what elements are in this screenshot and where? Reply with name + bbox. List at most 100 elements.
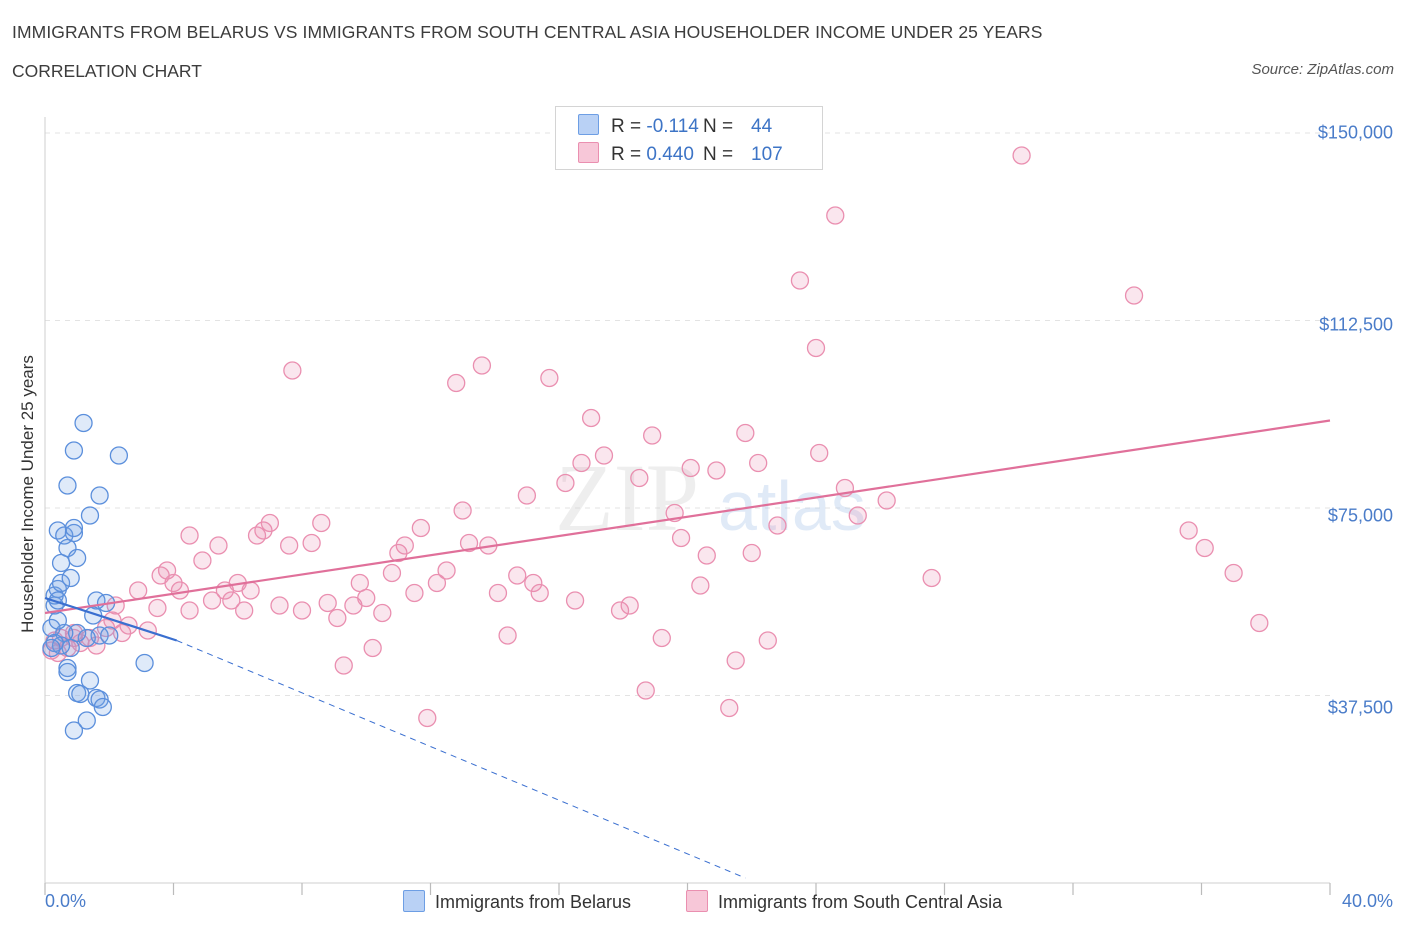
sca-point-33 (279, 536, 299, 555)
sca-point-91 (806, 338, 826, 358)
belarus-point-31 (80, 671, 100, 690)
series-belarus-points (42, 413, 154, 740)
sca-point-57 (472, 356, 492, 375)
sca-point-19 (180, 601, 199, 620)
belarus-point-13 (58, 476, 77, 495)
sca-point-82 (707, 461, 726, 480)
sca-point-97 (922, 568, 941, 588)
belarus-point-35 (77, 711, 96, 730)
sca-point-35 (292, 601, 312, 620)
n-value: 107 (751, 144, 783, 165)
sca-point-93 (826, 206, 845, 225)
sca-point-36 (302, 533, 321, 553)
sca-point-79 (681, 458, 700, 478)
sca-point-72 (620, 596, 639, 615)
sca-point-100 (1179, 521, 1198, 540)
sca-point-43 (357, 588, 376, 608)
r-value: -0.114 (646, 116, 699, 137)
belarus-point-16 (80, 506, 100, 525)
sca-point-28 (241, 581, 260, 600)
sca-point-70 (594, 446, 614, 465)
x-tick-max: 40.0% (1341, 891, 1393, 911)
sca-point-31 (260, 513, 280, 533)
sca-point-78 (671, 528, 691, 548)
sca-point-87 (749, 453, 768, 473)
belarus-point-37 (135, 653, 154, 673)
sca-swatch (578, 142, 599, 163)
sca-point-103 (1250, 613, 1269, 633)
sca-point-95 (848, 506, 867, 525)
n-label: N = (703, 116, 734, 137)
sca-point-44 (363, 638, 382, 658)
y-tick-150000: $150,000 (1317, 122, 1393, 143)
belarus-point-10 (64, 523, 84, 543)
sca-point-62 (517, 486, 537, 505)
sca-point-83 (720, 698, 739, 718)
trend-lines (44, 419, 1331, 879)
sca-point-14 (148, 598, 167, 618)
r-label: R = (611, 116, 647, 137)
sca-point-45 (373, 603, 392, 623)
sca-point-40 (334, 656, 353, 675)
belarus-point-36 (64, 721, 84, 740)
belarus-legend-swatch (403, 890, 425, 912)
belarus-point-39 (42, 618, 61, 638)
belarus-trend-extension (176, 640, 746, 879)
sca-point-38 (318, 593, 337, 613)
sca-point-74 (636, 681, 655, 700)
belarus-point-22 (77, 628, 96, 648)
sca-point-56 (459, 533, 479, 553)
bottom-legend-belarus: Immigrants from Belarus (403, 890, 631, 913)
belarus-point-15 (74, 413, 93, 433)
sca-point-101 (1195, 538, 1214, 558)
legend-row-sca: R = 0.440 N = 107 (578, 142, 783, 166)
sca-point-71 (610, 601, 630, 620)
sca-point-96 (877, 491, 896, 510)
sca-point-80 (691, 576, 710, 595)
sca-point-50 (411, 518, 431, 538)
sca-point-73 (630, 468, 649, 488)
sca-point-60 (498, 626, 517, 645)
sca-point-25 (222, 591, 241, 610)
belarus-point-14 (64, 441, 84, 460)
belarus-point-12 (67, 548, 87, 568)
belarus-point-18 (109, 446, 129, 465)
sca-point-49 (405, 583, 424, 603)
belarus-point-28 (58, 662, 77, 682)
sca-point-81 (697, 546, 716, 565)
chart-subtitle: CORRELATION CHART (12, 61, 202, 81)
sca-point-76 (652, 628, 671, 648)
sca-point-18 (170, 581, 190, 600)
y-tick-37500: $37,500 (1327, 697, 1393, 718)
n-label: N = (703, 144, 734, 165)
series-sca-points (42, 146, 1269, 728)
sca-point-66 (556, 473, 575, 493)
sca-point-86 (742, 543, 761, 563)
y-axis-label: Householder Income Under 25 years (18, 355, 37, 633)
sca-point-22 (202, 591, 222, 610)
belarus-point-38 (100, 626, 119, 645)
r-value: 0.440 (646, 144, 694, 165)
stats-legend: R = -0.114 N = 44 R = 0.440 N = 107 (555, 106, 823, 170)
sca-point-47 (389, 543, 408, 563)
sca-point-67 (565, 591, 585, 610)
sca-point-12 (129, 581, 148, 600)
sca-point-64 (530, 583, 549, 603)
sca-point-21 (193, 551, 212, 570)
sca-point-48 (395, 536, 414, 555)
sca-point-46 (382, 563, 402, 583)
sca-point-32 (270, 596, 289, 615)
sca-point-27 (235, 601, 254, 620)
sca-point-53 (437, 561, 456, 580)
sca-point-84 (726, 651, 745, 670)
belarus-point-11 (64, 518, 84, 538)
sca-legend-swatch (686, 890, 708, 912)
x-tick-min: 0.0% (45, 891, 87, 911)
sca-point-17 (164, 573, 183, 593)
sca-point-52 (427, 573, 447, 593)
belarus-legend-label: Immigrants from Belarus (435, 892, 632, 912)
belarus-point-41 (45, 633, 64, 653)
sca-point-98 (1012, 146, 1031, 165)
watermark-atlas: atlas (718, 467, 866, 545)
